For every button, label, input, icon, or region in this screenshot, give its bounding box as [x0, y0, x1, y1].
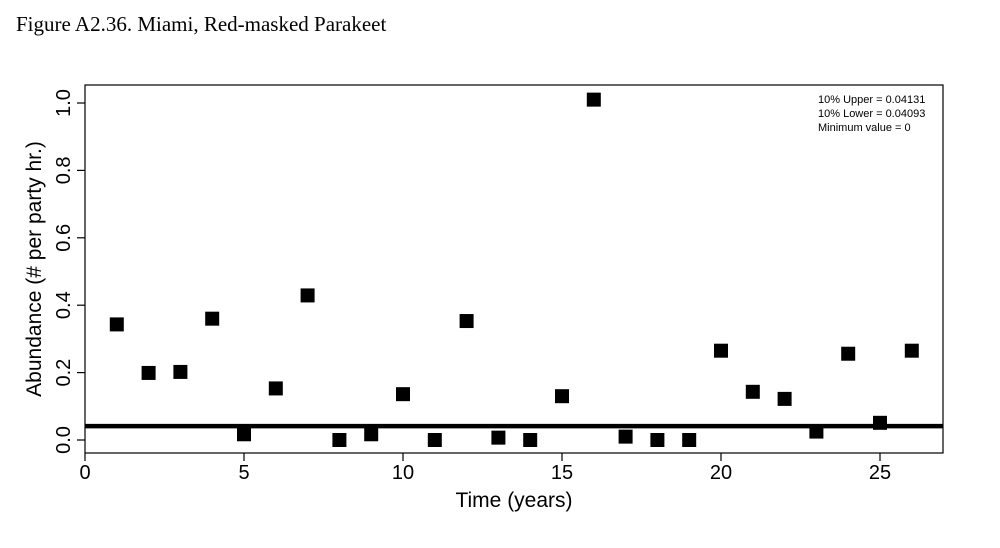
x-tick-label: 15	[551, 462, 573, 484]
data-point	[141, 365, 156, 380]
data-point	[841, 346, 856, 361]
data-points	[109, 92, 919, 447]
y-axis: 0.0 0.2 0.4 0.6 0.8 1.0	[53, 89, 85, 454]
x-tick-label: 25	[869, 462, 891, 484]
legend-annotations: 10% Upper = 0.04131 10% Lower = 0.04093 Mi…	[818, 94, 925, 134]
data-point	[109, 317, 124, 332]
x-tick-label: 20	[710, 462, 732, 484]
data-point	[650, 433, 665, 447]
data-point	[237, 427, 251, 442]
y-tick-label: 1.0	[53, 89, 75, 117]
x-tick-label: 0	[79, 462, 90, 484]
y-tick-label: 0.6	[53, 224, 75, 252]
data-point	[618, 429, 633, 444]
annotation-text: 10% Upper = 0.04131	[818, 94, 925, 106]
data-point	[523, 433, 538, 447]
data-point	[205, 311, 220, 326]
annotation-text: Minimum value = 0	[818, 122, 911, 134]
y-tick-label: 0.4	[53, 291, 75, 319]
data-point	[873, 415, 887, 430]
figure-title: Figure A2.36. Miami, Red-masked Parakeet	[16, 12, 387, 36]
y-axis-title: Abundance (# per party hr.)	[23, 141, 46, 397]
data-point	[745, 384, 760, 399]
y-tick-label: 0.2	[53, 359, 75, 387]
data-point	[173, 364, 188, 379]
data-point	[300, 288, 315, 303]
data-point	[714, 343, 728, 358]
plot-frame	[84, 84, 944, 454]
data-point	[427, 433, 442, 447]
data-point	[364, 427, 379, 442]
y-tick-label: 0.0	[53, 426, 75, 454]
data-point	[332, 433, 347, 447]
data-point	[459, 314, 474, 329]
x-axis: 0 5 10 15 20 25	[79, 453, 891, 484]
data-point	[777, 391, 792, 406]
y-tick-label: 0.8	[53, 156, 75, 184]
data-point	[268, 381, 283, 396]
x-tick-label: 5	[238, 462, 249, 484]
annotation-text: 10% Lower = 0.04093	[818, 108, 925, 120]
data-point	[396, 387, 410, 402]
data-point	[682, 433, 697, 447]
data-point	[809, 424, 824, 439]
x-tick-label: 10	[392, 462, 414, 484]
data-point	[904, 343, 919, 358]
x-axis-title: Time (years)	[455, 489, 572, 512]
data-point	[491, 430, 506, 445]
data-point	[586, 92, 601, 107]
data-point	[555, 389, 569, 404]
